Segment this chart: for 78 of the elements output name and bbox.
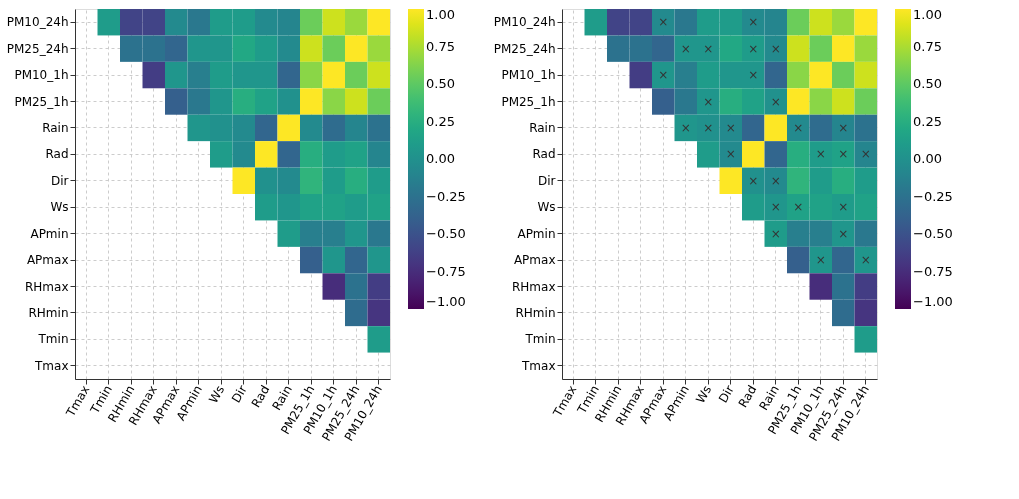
data-label: ×	[680, 41, 691, 56]
data-label: ×	[770, 200, 781, 215]
data-label: ×	[770, 226, 781, 241]
color-bar-label: 0.00	[913, 151, 942, 166]
y-tick-label: PM25_1h	[14, 94, 69, 109]
data-label: ×	[815, 253, 826, 268]
y-tick-label: APmin	[517, 226, 556, 241]
y-tick-label: APmax	[513, 253, 556, 268]
y-tick-label: PM25_24h	[493, 41, 556, 56]
data-label: ×	[680, 120, 691, 135]
y-tick-label: Rad	[532, 147, 556, 162]
data-label: ×	[748, 68, 759, 83]
y-tick-label: PM10_1h	[14, 68, 69, 83]
data-label: ×	[725, 147, 736, 162]
color-bar-label: −1.00	[426, 294, 466, 309]
x-tick-label: Ws	[206, 383, 228, 406]
y-tick-label: Tmin	[524, 332, 556, 347]
color-bar-label: 0.75	[426, 38, 455, 54]
data-label: ×	[725, 120, 736, 135]
data-label: ×	[748, 15, 759, 30]
y-tick-label: Ws	[50, 200, 69, 215]
color-bar-label: −0.50	[426, 226, 466, 241]
y-tick-label: Tmax	[521, 358, 556, 373]
y-tick-label: Ws	[537, 200, 556, 215]
color-bar-label: 0.00	[426, 151, 455, 166]
x-tick-label: Dir	[715, 382, 737, 406]
y-tick-label: RHmin	[515, 305, 556, 320]
data-label: ×	[793, 200, 804, 215]
data-label: ×	[703, 94, 714, 109]
color-bar-label: −0.25	[913, 188, 953, 204]
data-label: ×	[658, 68, 669, 83]
y-tick-label: Dir	[50, 173, 69, 188]
data-label: ×	[748, 173, 759, 188]
data-label: ×	[815, 147, 826, 162]
y-tick-label: PM10_1h	[501, 68, 556, 83]
y-tick-label: Rad	[45, 147, 69, 162]
data-label: ×	[838, 120, 849, 135]
x-tick-label: Ws	[693, 383, 715, 406]
color-bar-label: −0.75	[426, 263, 466, 279]
data-label: ×	[860, 147, 871, 162]
data-label: ×	[658, 15, 669, 30]
data-label: ×	[770, 41, 781, 56]
y-tick-label: PM25_24h	[6, 41, 69, 56]
y-tick-label: RHmax	[511, 279, 556, 294]
color-bar-label: −0.25	[426, 188, 466, 204]
data-label: ×	[838, 147, 849, 162]
y-tick-label: Tmin	[37, 332, 69, 347]
y-tick-label: PM25_1h	[501, 94, 556, 109]
data-label: ×	[703, 120, 714, 135]
y-tick-label: Rain	[529, 120, 556, 135]
color-bar-label: 0.50	[426, 76, 455, 91]
data-label: ×	[748, 41, 759, 56]
data-label: ×	[703, 41, 714, 56]
color-bar-label: 0.50	[913, 76, 942, 91]
color-bar-label: −0.75	[913, 263, 953, 279]
y-tick-label: PM10_24h	[493, 15, 556, 30]
y-tick-label: Dir	[537, 173, 556, 188]
color-bar-label: 1.00	[913, 7, 942, 22]
color-bar-label: 0.25	[426, 113, 455, 129]
y-tick-label: Tmax	[34, 358, 69, 373]
y-tick-label: RHmax	[24, 279, 69, 294]
color-bar-label: −0.50	[913, 226, 953, 241]
y-tick-label: RHmin	[28, 305, 69, 320]
data-label: ×	[770, 173, 781, 188]
data-label: ×	[838, 226, 849, 241]
x-tick-label: Dir	[228, 382, 250, 406]
color-bar-label: 0.25	[913, 113, 942, 129]
data-label: ×	[770, 94, 781, 109]
y-tick-label: APmax	[26, 253, 69, 268]
data-label: ×	[793, 120, 804, 135]
data-label: ×	[860, 253, 871, 268]
color-bar-label: −1.00	[913, 294, 953, 309]
y-tick-label: PM10_24h	[6, 15, 69, 30]
color-bar-label: 1.00	[426, 7, 455, 22]
color-bar-label: 0.75	[913, 38, 942, 54]
y-tick-label: Rain	[42, 120, 69, 135]
y-tick-label: APmin	[30, 226, 69, 241]
data-label: ×	[838, 200, 849, 215]
